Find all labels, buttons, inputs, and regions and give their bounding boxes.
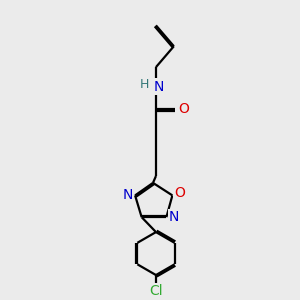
Text: O: O <box>174 186 185 200</box>
Text: Cl: Cl <box>149 284 163 298</box>
Text: O: O <box>178 102 189 116</box>
Text: N: N <box>169 210 179 224</box>
Text: H: H <box>140 78 149 91</box>
Text: N: N <box>153 80 164 94</box>
Text: N: N <box>122 188 133 203</box>
